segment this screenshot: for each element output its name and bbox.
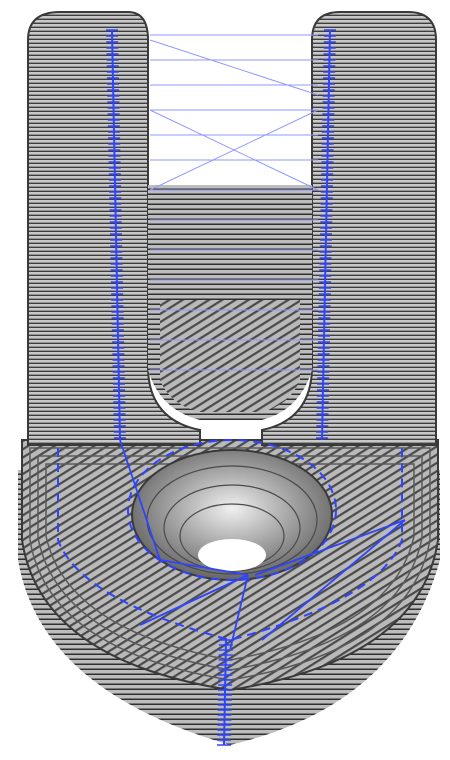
slot-floor <box>160 300 300 412</box>
slot-travel-moves <box>149 34 319 371</box>
seam-ticks <box>106 29 336 746</box>
right-upright <box>261 11 437 446</box>
front-seam <box>223 639 227 746</box>
through-hole <box>198 539 266 571</box>
hole-travel-loop <box>127 439 337 581</box>
base-travel-moves <box>119 439 406 651</box>
